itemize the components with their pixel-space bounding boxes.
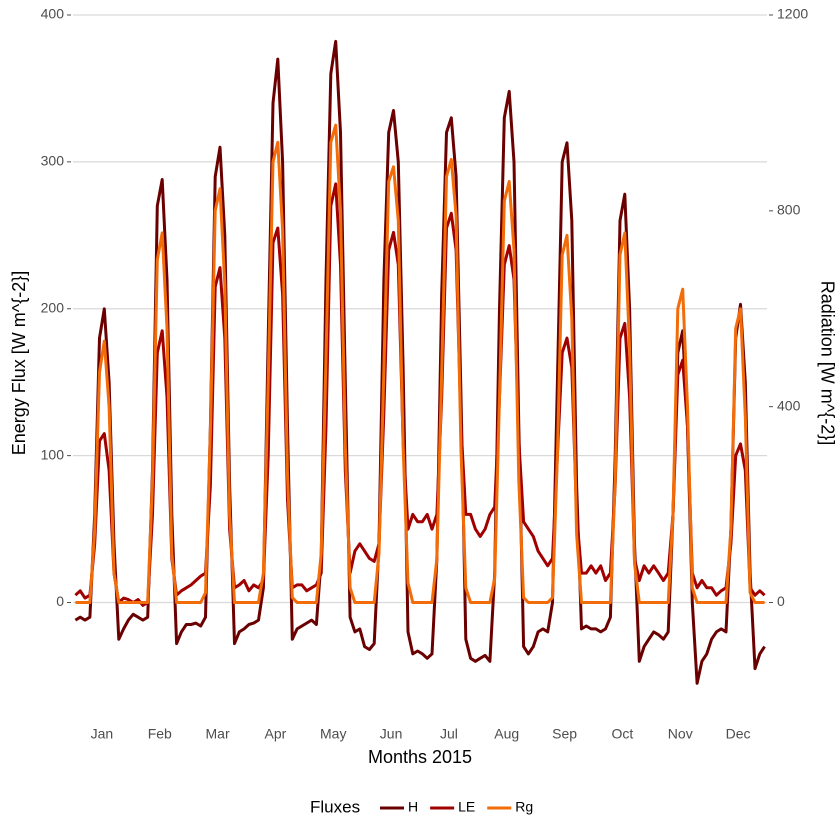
x-tick-label: Sep (552, 726, 577, 742)
y2-tick-label: 800 (777, 202, 801, 218)
x-tick-label: Jan (91, 726, 114, 742)
legend-label: LE (458, 799, 475, 815)
y-axis-title: Energy Flux [W m^{-2}] (9, 271, 29, 456)
y2-tick-label: 1200 (777, 6, 808, 22)
series-line (75, 123, 765, 604)
x-axis-title: Months 2015 (368, 747, 472, 767)
x-tick-label: May (320, 726, 346, 742)
y-tick-label: 300 (41, 153, 65, 169)
legend-label: Rg (515, 799, 533, 815)
y-tick-label: 0 (56, 593, 64, 609)
y-tick-label: 200 (41, 299, 65, 315)
x-tick-label: Dec (726, 726, 751, 742)
x-tick-label: Jul (440, 726, 458, 742)
y-tick-label: 400 (41, 6, 65, 22)
x-tick-label: Aug (494, 726, 519, 742)
legend-title: Fluxes (310, 797, 360, 816)
y2-axis-title: Radiation [W m^{-2}] (817, 281, 837, 446)
series-line (74, 182, 766, 607)
y-tick-label: 100 (41, 446, 65, 462)
x-tick-label: Nov (668, 726, 693, 742)
y2-tick-label: 0 (777, 593, 785, 609)
y2-tick-label: 400 (777, 397, 801, 413)
x-tick-label: Apr (265, 726, 287, 742)
x-tick-label: Jun (380, 726, 403, 742)
x-tick-label: Feb (148, 726, 172, 742)
x-tick-label: Mar (206, 726, 230, 742)
legend-label: H (408, 799, 418, 815)
x-tick-label: Oct (612, 726, 634, 742)
series-line (74, 39, 766, 685)
